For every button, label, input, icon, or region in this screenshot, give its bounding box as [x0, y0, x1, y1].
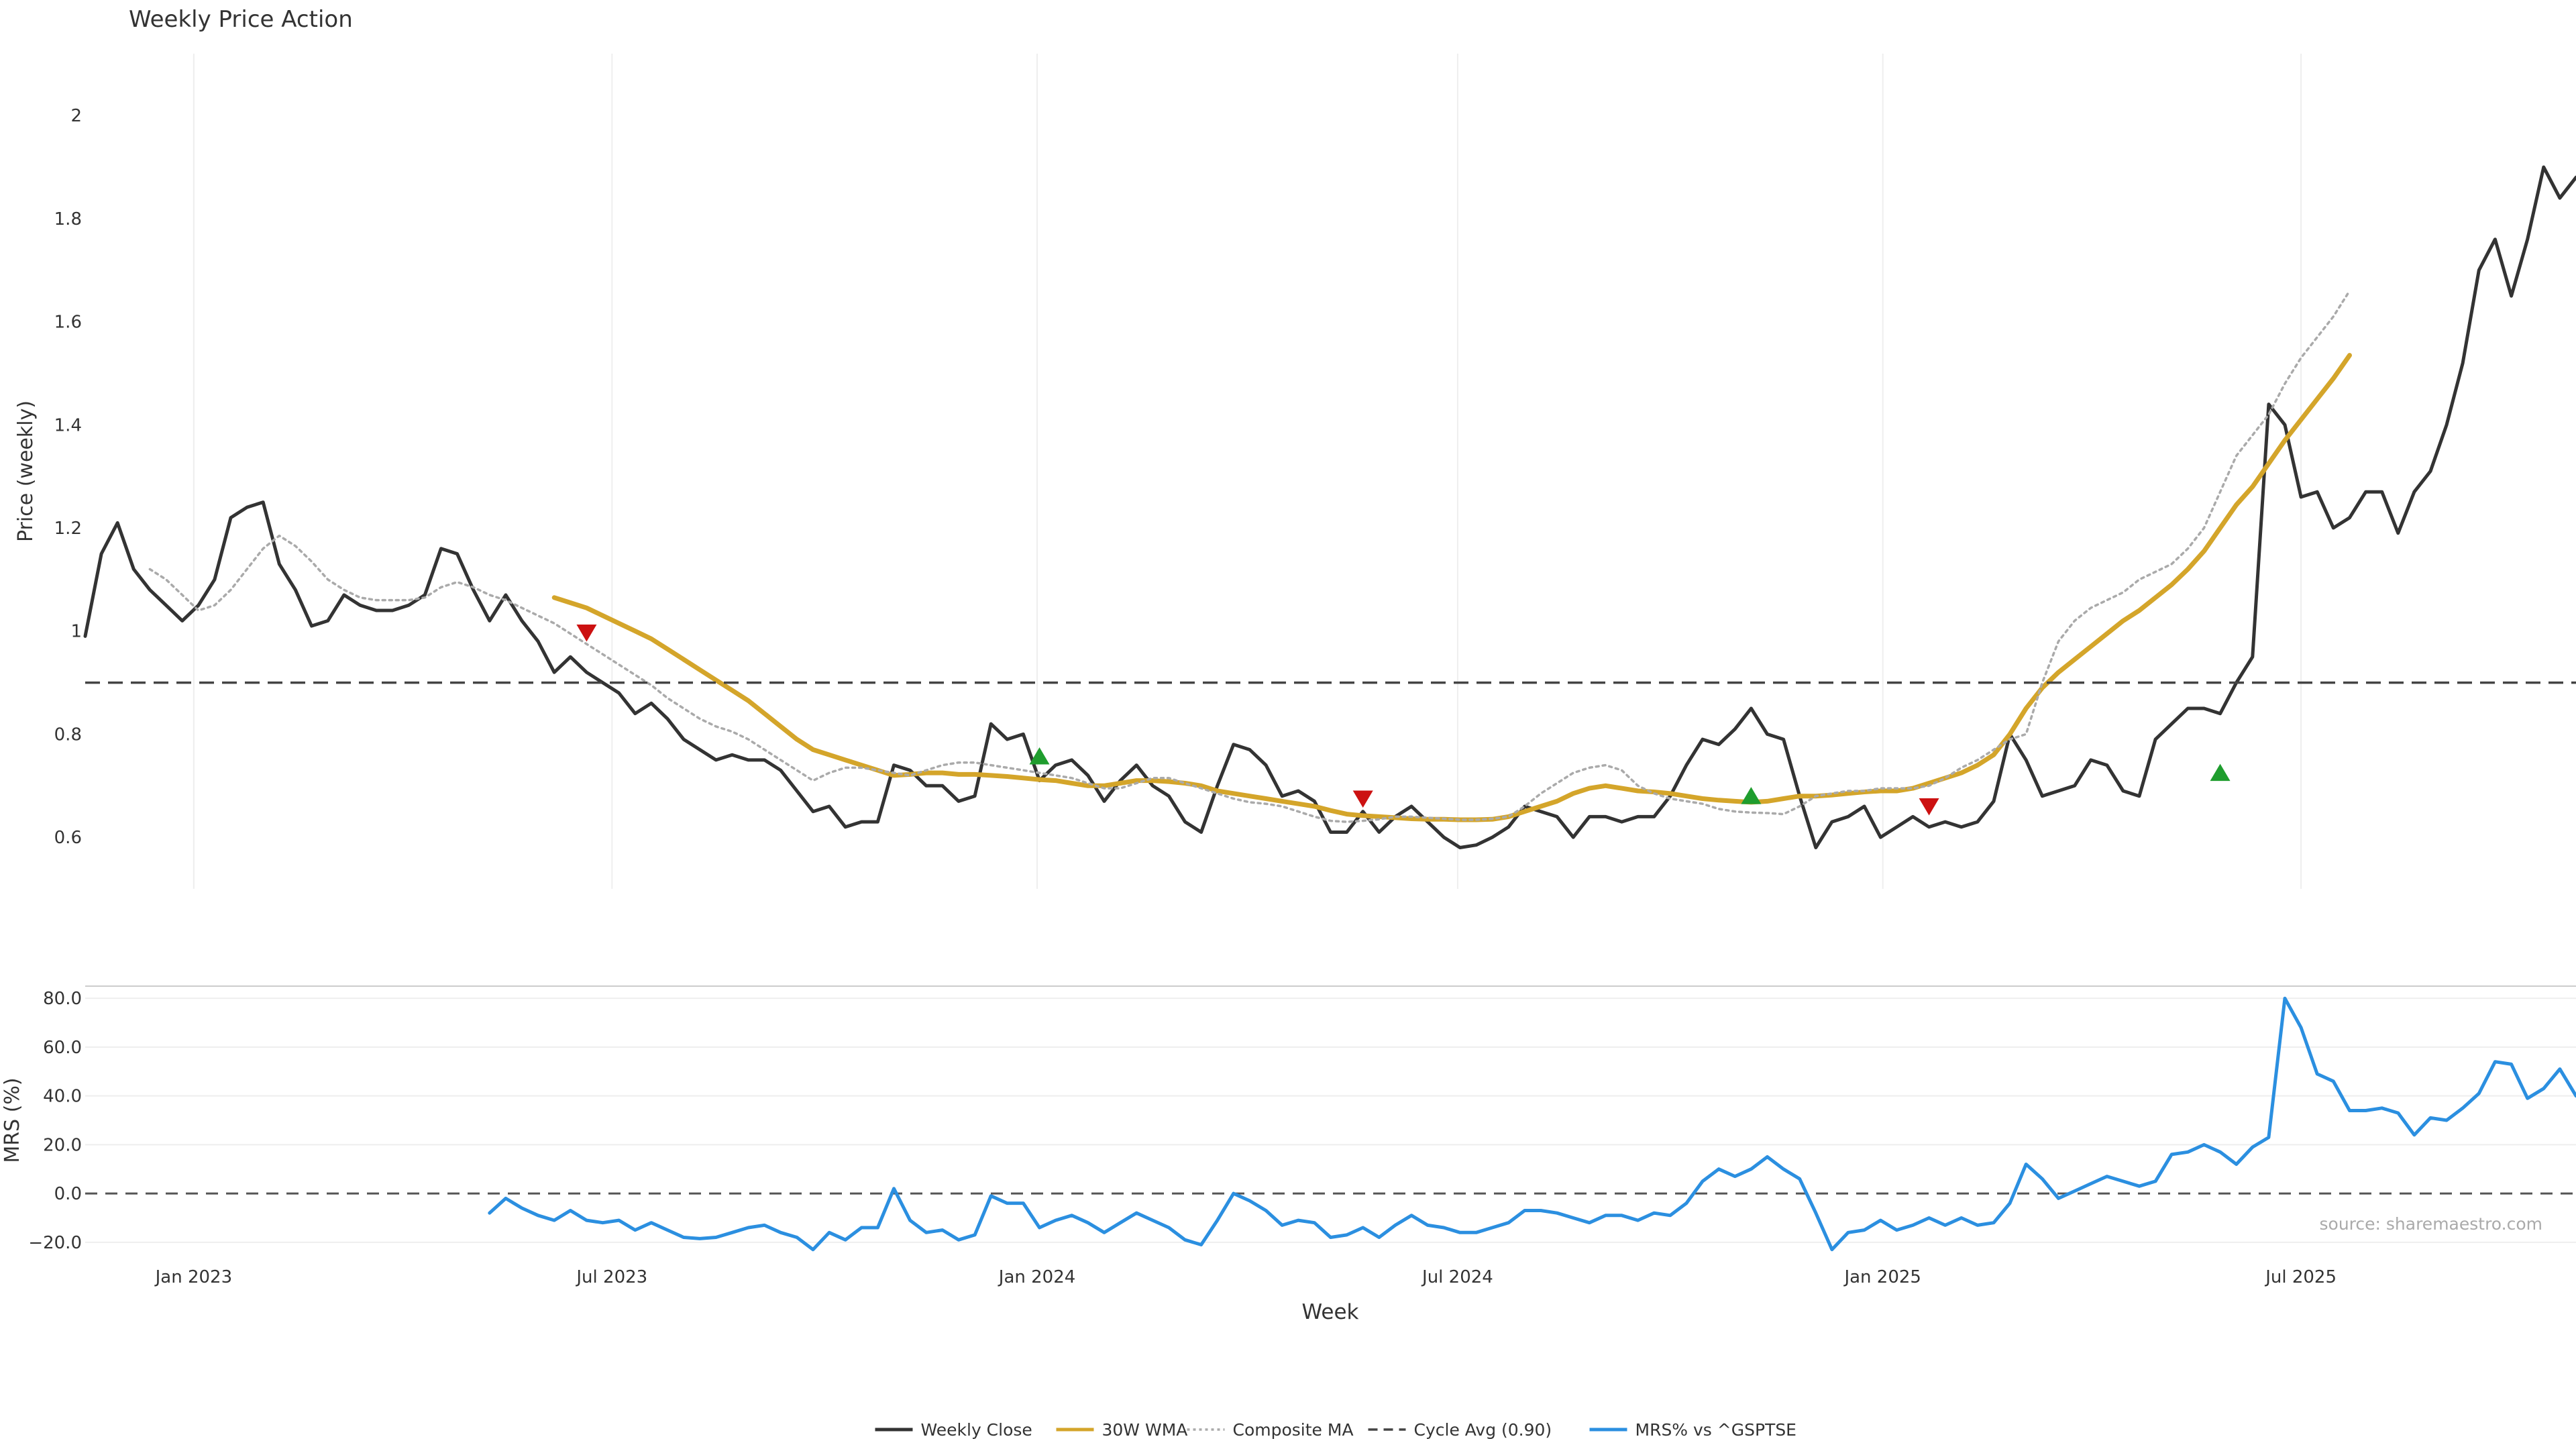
price-y-tick-label: 0.6 — [54, 828, 82, 848]
sell-signal-marker — [576, 625, 597, 642]
source-note: source: sharemaestro.com — [2320, 1214, 2543, 1234]
legend-label: MRS% vs ^GSPTSE — [1635, 1420, 1796, 1440]
price-y-tick-label: 1.8 — [54, 209, 82, 229]
chart-title: Weekly Price Action — [129, 6, 353, 33]
x-tick-label: Jan 2023 — [154, 1267, 233, 1287]
mrs-y-tick-label: −20.0 — [28, 1233, 82, 1253]
price-y-axis-label: Price (weekly) — [14, 400, 38, 542]
sell-signal-marker — [1919, 798, 1939, 816]
x-tick-label: Jan 2024 — [998, 1267, 1076, 1287]
price-panel: 0.6 0.8 1 1.2 1.4 1.6 1.8 2 Price (weekly) — [14, 54, 2576, 889]
series-mrs-line — [488, 996, 2576, 1252]
series-composite-ma-line — [148, 289, 2351, 823]
mrs-panel: −20.0 0.0 20.0 40.0 60.0 80.0 MRS (%) Jan 2023 J… — [1, 985, 2576, 1324]
sell-signal-marker — [1352, 790, 1373, 808]
series-30w-wma-line — [551, 353, 2352, 822]
price-y-tick-label: 0.8 — [54, 724, 82, 745]
x-tick-label: Jan 2025 — [1843, 1267, 1921, 1287]
legend-label: Cycle Avg (0.90) — [1414, 1420, 1552, 1440]
legend-label: Weekly Close — [921, 1420, 1032, 1440]
mrs-y-tick-label: 60.0 — [43, 1038, 82, 1058]
mrs-y-tick-label: 0.0 — [54, 1184, 82, 1204]
legend-item: MRS% vs ^GSPTSE — [1589, 1420, 1796, 1440]
price-y-tick-label: 1.4 — [54, 415, 82, 435]
x-tick-label: Jul 2025 — [2264, 1267, 2337, 1287]
legend-item: Composite MA — [1187, 1420, 1354, 1440]
legend: Weekly Close 30W WMA Composite MA Cycle Avg… — [875, 1420, 1796, 1440]
price-y-tick-label: 1.6 — [54, 313, 82, 333]
buy-signal-marker — [2210, 763, 2231, 782]
x-tick-label: Jul 2024 — [1421, 1267, 1493, 1287]
buy-signal-marker — [1029, 747, 1050, 765]
mrs-y-tick-label: 20.0 — [43, 1135, 82, 1155]
x-tick-label: Jul 2023 — [575, 1267, 647, 1287]
buy-signal-marker — [1741, 787, 1762, 804]
series-weekly-close-line — [83, 165, 2576, 849]
x-axis-label: Week — [1302, 1300, 1359, 1324]
mrs-y-tick-label: 80.0 — [43, 989, 82, 1009]
legend-label: 30W WMA — [1102, 1420, 1188, 1440]
legend-label: Composite MA — [1233, 1420, 1354, 1440]
price-y-tick-label: 1.2 — [54, 519, 82, 539]
legend-item: Weekly Close — [875, 1420, 1032, 1440]
legend-item: 30W WMA — [1056, 1420, 1188, 1440]
mrs-y-axis-label: MRS (%) — [1, 1077, 24, 1163]
legend-item: Cycle Avg (0.90) — [1368, 1420, 1552, 1440]
mrs-y-tick-label: 40.0 — [43, 1087, 82, 1107]
price-y-tick-label: 1 — [70, 622, 82, 642]
price-y-tick-label: 2 — [70, 106, 82, 126]
